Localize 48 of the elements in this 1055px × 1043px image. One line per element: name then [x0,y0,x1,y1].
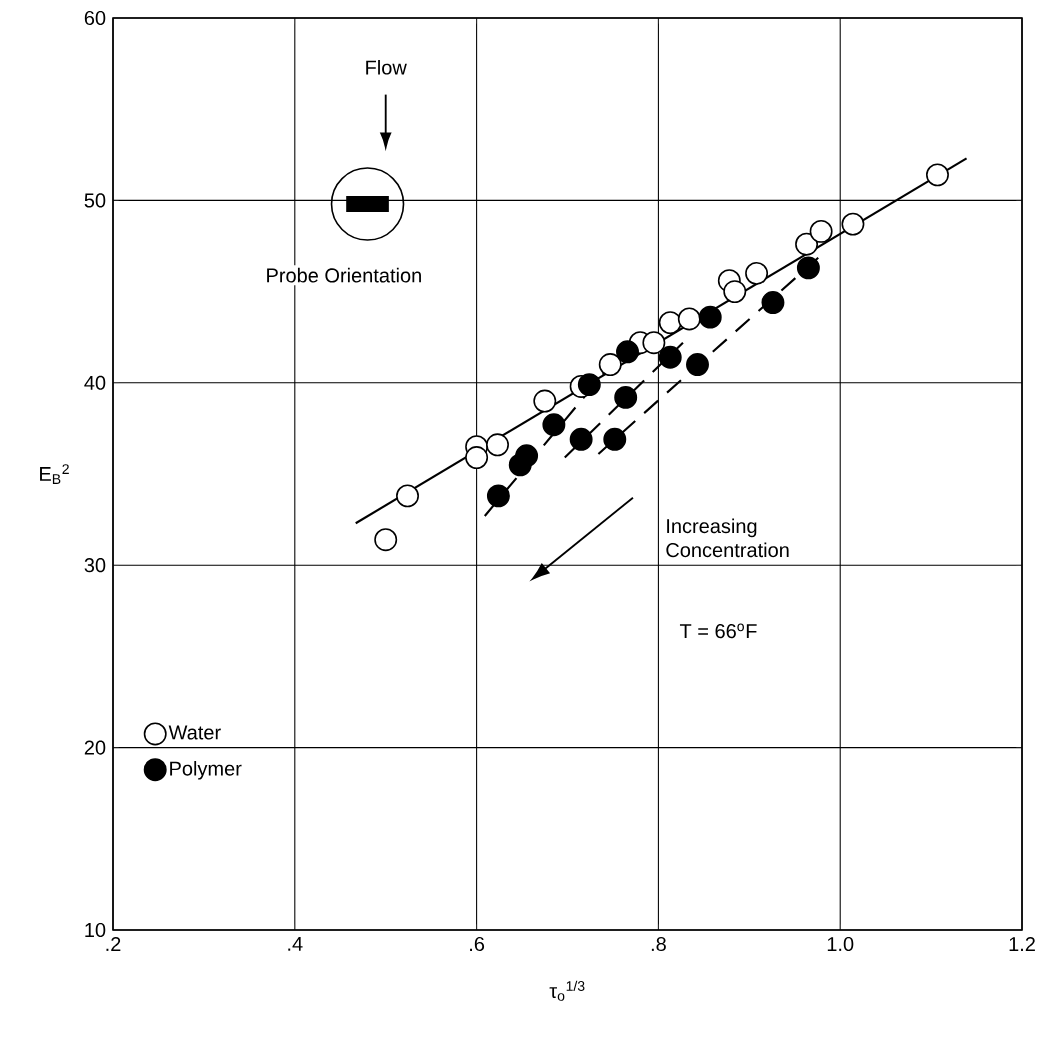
y-tick-label: 20 [84,740,106,755]
annotation: Probe Orientation [267,267,421,283]
x-tick-label: 1.2 [1009,936,1035,951]
point [658,345,682,369]
point [658,311,682,335]
point [723,280,747,304]
point [603,427,627,451]
point [486,484,510,508]
annotation: T = 66$^{o}$F [679,623,757,639]
point [533,389,557,413]
y-tick-label: 50 [84,193,106,208]
point [616,340,639,364]
point [677,307,701,331]
point [926,163,949,187]
point [598,353,622,377]
point [796,256,820,280]
point [396,484,419,508]
y-axis-title: E$_{B}$2 [40,464,69,484]
x-tick-label: .8 [651,936,666,952]
annotation: Flow [366,59,407,75]
annotation: Increasing Concentration [666,518,789,558]
x-tick-label: .6 [470,936,485,952]
x-axis-title: τ$_{o}$1/3 [549,980,585,1001]
point [745,261,769,285]
point [614,385,638,409]
y-tick-label: 10 [85,922,106,938]
y-tick-label: 40 [84,375,106,390]
point [515,444,539,468]
point [841,212,865,236]
point [642,331,666,355]
y-tick-label: 30 [84,558,106,573]
point [542,413,566,437]
legend-label: Water [168,725,221,740]
x-tick-label: .4 [288,936,303,951]
point [698,305,722,329]
point [465,446,489,470]
point [569,427,593,451]
legend-label: Polymer [170,760,242,780]
point [795,232,819,256]
point [374,528,398,552]
y-tick-label: 60 [84,10,106,26]
x-tick-label: .2 [106,936,121,951]
point [577,373,601,397]
point [761,291,785,315]
point [809,219,833,243]
point [686,353,709,377]
point [486,433,509,457]
x-tick-label: 1.0 [827,936,854,952]
